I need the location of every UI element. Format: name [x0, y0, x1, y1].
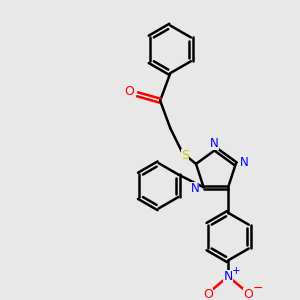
Text: N: N — [239, 156, 248, 169]
Text: N: N — [224, 270, 233, 284]
Text: +: + — [232, 266, 241, 276]
Text: N: N — [190, 182, 199, 195]
Text: O: O — [124, 85, 134, 98]
Text: N: N — [210, 136, 219, 150]
Text: S: S — [181, 149, 189, 162]
Text: −: − — [253, 282, 264, 295]
Text: O: O — [203, 288, 213, 300]
Text: O: O — [244, 288, 254, 300]
